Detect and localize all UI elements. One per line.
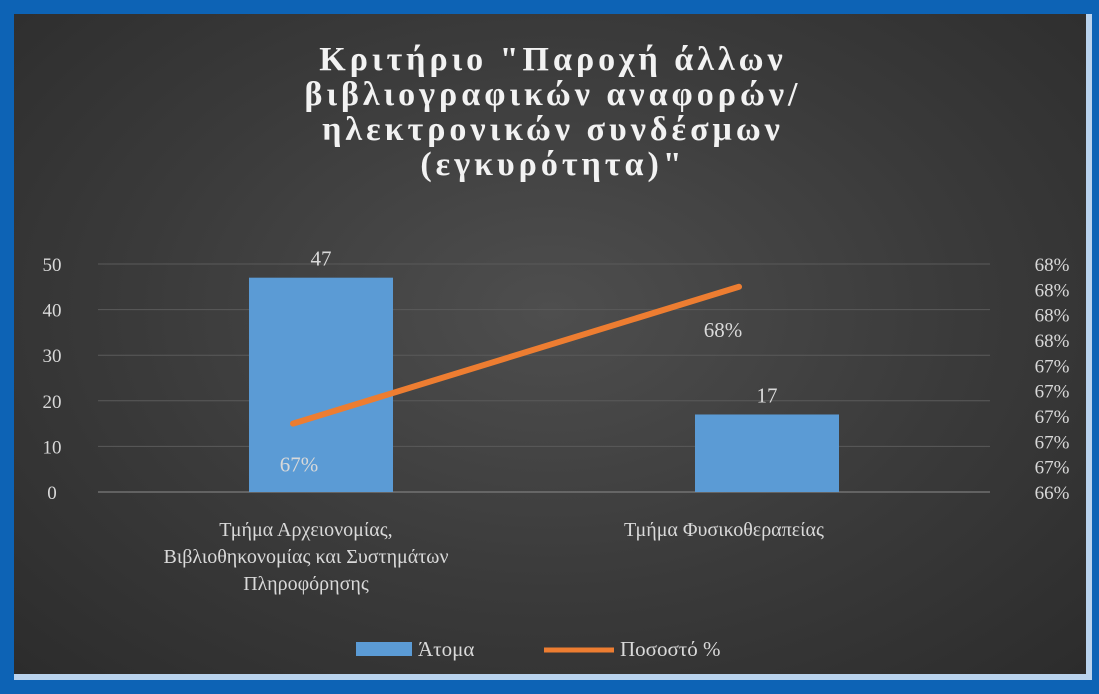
gridlines xyxy=(98,263,990,493)
line-series-path xyxy=(290,283,742,427)
left-axis-tick-label: 20 xyxy=(43,392,62,413)
line-series xyxy=(290,283,742,427)
right-axis-tick-label: 66% xyxy=(1035,483,1070,504)
legend-label: Ποσοστό % xyxy=(620,637,721,661)
bar-series xyxy=(249,277,839,492)
left-axis-tick-label: 30 xyxy=(43,346,62,367)
bar-data-label: 47 xyxy=(311,247,332,271)
left-axis-tick-label: 40 xyxy=(43,301,62,322)
category-axis-labels: Τμήμα Αρχειονομίας, Βιβλιοθηκονομίας και … xyxy=(164,519,825,595)
line-data-label: 67% xyxy=(280,453,319,477)
right-axis-tick-label: 67% xyxy=(1035,382,1070,403)
right-axis-tick-label: 67% xyxy=(1035,407,1070,428)
bar xyxy=(695,414,839,492)
left-axis-tick-label: 0 xyxy=(47,483,57,504)
category-label: Πληροφόρησης xyxy=(243,573,369,595)
right-axis-tick-label: 68% xyxy=(1035,331,1070,352)
right-axis-tick-label: 68% xyxy=(1035,306,1070,327)
left-axis-tick-label: 50 xyxy=(43,255,62,276)
left-axis-tick-label: 10 xyxy=(43,437,62,458)
chart-title-line: βιβλιογραφικών αναφορών/ xyxy=(305,76,802,113)
category-label: Τμήμα Αρχειονομίας, xyxy=(219,519,392,541)
legend-label: Άτομα xyxy=(418,637,474,661)
category-label: Τμήμα Φυσικοθεραπείας xyxy=(624,519,824,541)
bar-data-label: 17 xyxy=(757,383,778,407)
right-axis-tick-label: 68% xyxy=(1035,280,1070,301)
data-labels: 47 17 67% 68% xyxy=(280,247,778,477)
category-label: Βιβλιοθηκονομίας και Συστημάτων xyxy=(164,546,449,568)
right-axis-ticks: 66% 67% 67% 67% 67% 67% 68% 68% 68% 68% xyxy=(1035,255,1070,504)
chart-frame: Κριτήριο "Παροχή άλλων βιβλιογραφικών ανα… xyxy=(14,14,1092,680)
chart-title-line: Κριτήριο "Παροχή άλλων xyxy=(319,41,786,78)
right-axis-tick-label: 67% xyxy=(1035,356,1070,377)
legend: Άτομα Ποσοστό % xyxy=(356,637,721,661)
right-axis-tick-label: 67% xyxy=(1035,458,1070,479)
right-axis-tick-label: 67% xyxy=(1035,432,1070,453)
chart-title-line: ηλεκτρονικών συνδέσμων xyxy=(322,111,784,148)
legend-swatch-bar xyxy=(356,642,412,656)
chart-title-line: (εγκυρότητα)" xyxy=(420,146,685,183)
left-axis-ticks: 0 10 20 30 40 50 xyxy=(43,255,62,504)
right-axis-tick-label: 68% xyxy=(1035,255,1070,276)
bar xyxy=(249,277,393,492)
line-data-label: 68% xyxy=(704,318,743,342)
